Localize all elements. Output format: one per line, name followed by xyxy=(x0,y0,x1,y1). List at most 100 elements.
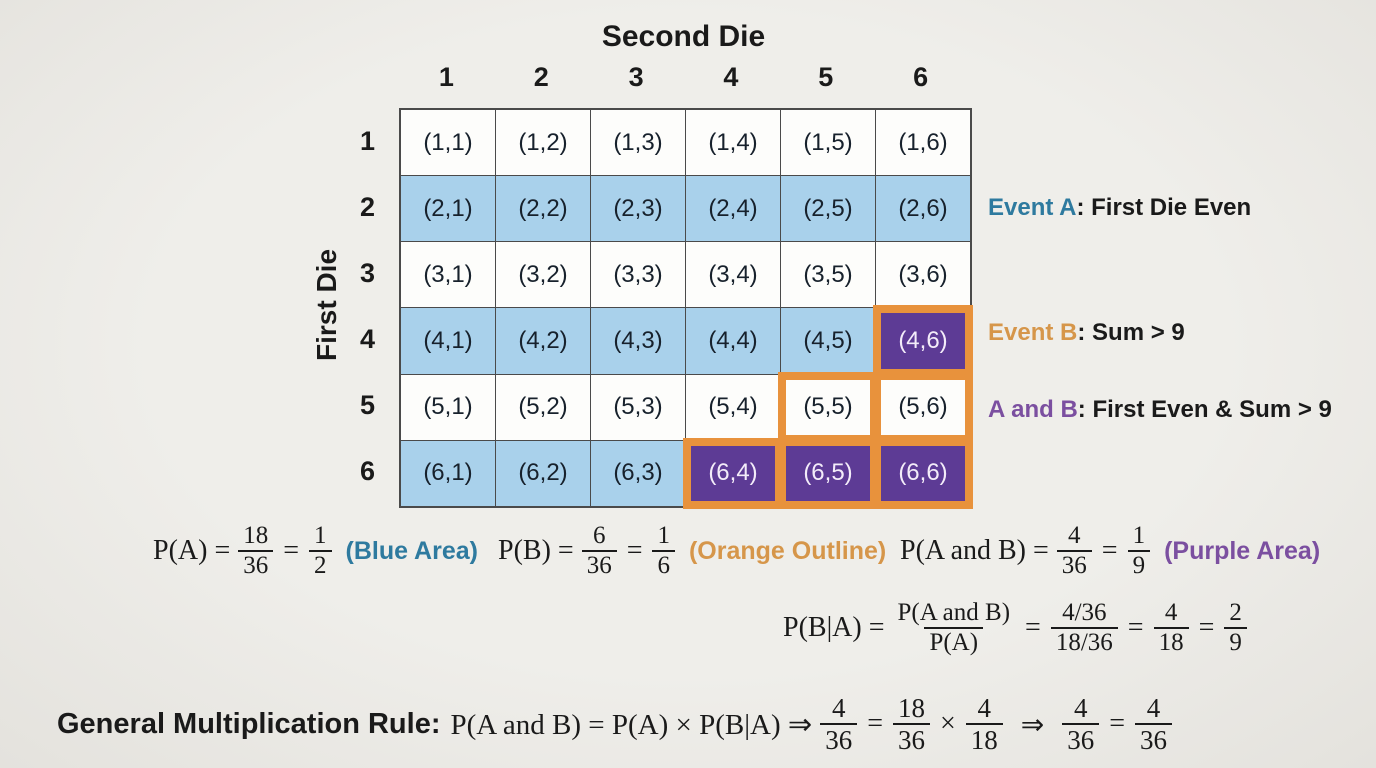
grid-cell-3-1: (3,1) xyxy=(401,242,495,308)
fraction-1-6: 1 6 xyxy=(652,522,675,580)
legend-event-b-lead: Event B xyxy=(988,319,1078,346)
grid-cell-4-1: (4,1) xyxy=(401,308,495,374)
fraction-denominator: P(A) xyxy=(924,627,984,657)
fraction-2-9: 2 9 xyxy=(1224,599,1247,657)
grid-cell-3-6: (3,6) xyxy=(876,242,970,308)
col-header-5: 5 xyxy=(818,62,834,92)
col-header-2: 2 xyxy=(533,62,549,92)
fraction-denominator: 9 xyxy=(1224,627,1247,657)
grid-cell-2-6: (2,6) xyxy=(876,176,970,242)
fraction-4-36: 4 36 xyxy=(1062,693,1100,755)
fraction-numerator: 4 xyxy=(1164,599,1178,626)
grid-cell-4-4: (4,4) xyxy=(686,308,780,374)
formula-multiplication-rule: General Multiplication Rule: P(A and B) … xyxy=(57,684,1180,764)
grid-cell-5-5: (5,5) xyxy=(781,374,875,440)
legend-a-and-b: A and B: First Even & Sum > 9 xyxy=(988,396,1332,424)
fraction-numerator: P(A and B) xyxy=(897,599,1011,626)
grid-cell-5-6: (5,6) xyxy=(876,374,970,440)
fraction-6-36: 6 36 xyxy=(581,522,617,580)
formula-conditional: P(B|A) = P(A and B) P(A) = 4/36 18/36 = … xyxy=(783,586,1255,670)
formula-p-a-and-b: P(A and B) = 4 36 = 1 9 (Purple Area) xyxy=(900,514,1320,588)
fraction-denominator: 36 xyxy=(1062,723,1100,755)
grid-cell-5-4: (5,4) xyxy=(686,374,780,440)
fraction-numerator: 1 xyxy=(1132,522,1146,549)
col-axis-title: Second Die xyxy=(601,20,766,53)
fraction-4-36: 4 36 xyxy=(820,692,858,755)
formula-p-b: P(B) = 6 36 = 1 6 (Orange Outline) xyxy=(498,514,886,588)
row-header-3: 3 xyxy=(359,257,375,288)
col-header-6: 6 xyxy=(913,62,929,92)
formula-conditional-lhs: P(B|A) = xyxy=(783,612,885,643)
note-purple-area: (Purple Area) xyxy=(1164,536,1321,565)
formula-p-b-lhs: P(B) = xyxy=(498,535,574,566)
fraction-denominator: 36 xyxy=(1056,550,1092,580)
fraction-denominator: 18/36 xyxy=(1050,627,1118,657)
grid-cell-1-3: (1,3) xyxy=(591,110,685,176)
grid-cell-6-4: (6,4) xyxy=(686,440,780,506)
grid-cell-2-2: (2,2) xyxy=(496,176,590,242)
grid-cell-2-5: (2,5) xyxy=(781,176,875,242)
fraction-numerator: 4 xyxy=(1146,692,1161,723)
grid-cell-4-5: (4,5) xyxy=(781,308,875,374)
grid-cell-3-2: (3,2) xyxy=(496,242,590,308)
fraction-numerator: 1 xyxy=(314,522,327,549)
fraction-denominator: 36 xyxy=(820,723,858,755)
rule-equation: P(A and B) = P(A) × P(B|A) ⇒ xyxy=(450,708,813,741)
col-header-4: 4 xyxy=(723,62,739,92)
equals-sign: = xyxy=(1101,535,1118,566)
row-header-5: 5 xyxy=(359,389,375,420)
fraction-numerator: 4/36 xyxy=(1062,599,1107,626)
formula-p-a-and-b-lhs: P(A and B) = xyxy=(900,535,1049,566)
equals-sign: = xyxy=(1127,612,1144,643)
dice-outcome-grid: (1,1) (1,2) (1,3) (1,4) (1,5) (1,6) (2,1) (2,2)… xyxy=(399,108,972,508)
fraction-denominator: 18 xyxy=(1153,627,1189,657)
fraction-1-2: 1 2 xyxy=(309,522,332,580)
note-blue-area: (Blue Area) xyxy=(345,536,478,565)
fraction-numerator: 4 xyxy=(977,692,992,723)
grid-cell-4-2: (4,2) xyxy=(496,308,590,374)
formula-p-a-lhs: P(A) = xyxy=(153,535,231,566)
grid-cell-5-2: (5,2) xyxy=(496,374,590,440)
fraction-4-18: 4 18 xyxy=(1153,599,1189,657)
fraction-18-36: 18 36 xyxy=(892,692,930,755)
legend-event-a: Event A: First Die Even xyxy=(988,194,1251,222)
equals-sign: = xyxy=(1025,612,1041,643)
grid-cell-6-1: (6,1) xyxy=(401,440,495,506)
grid-cell-3-3: (3,3) xyxy=(591,242,685,308)
grid-cell-3-4: (3,4) xyxy=(686,242,780,308)
formula-p-a: P(A) = 18 36 = 1 2 (Blue Area) xyxy=(153,514,478,588)
fraction-18-36: 18 36 xyxy=(238,522,274,580)
legend-a-and-b-lead: A and B xyxy=(988,396,1078,423)
legend-event-a-lead: Event A xyxy=(988,194,1077,221)
equals-sign: = xyxy=(1109,708,1126,739)
legend-event-b: Event B: Sum > 9 xyxy=(988,319,1185,347)
equals-sign: = xyxy=(626,535,643,566)
fraction-numerator: 2 xyxy=(1229,599,1242,626)
times-sign: × xyxy=(939,708,956,739)
fraction-denominator: 2 xyxy=(309,550,332,580)
fraction-denominator: 9 xyxy=(1127,550,1151,580)
grid-cell-1-2: (1,2) xyxy=(496,110,590,176)
fraction-numerator: 4 xyxy=(831,692,846,723)
rule-label: General Multiplication Rule: xyxy=(57,707,441,740)
fraction-1-9: 1 9 xyxy=(1127,522,1151,580)
fraction-denominator: 36 xyxy=(581,550,617,580)
equals-sign: = xyxy=(1198,612,1215,643)
row-headers: 1 2 3 4 5 6 xyxy=(337,108,383,504)
legend-event-a-text: : First Die Even xyxy=(1076,194,1252,221)
equals-sign: = xyxy=(283,535,300,566)
grid-cell-5-1: (5,1) xyxy=(401,374,495,440)
fraction-numerator: 18 xyxy=(897,692,925,723)
grid-cell-6-6: (6,6) xyxy=(876,440,970,506)
grid-cell-2-4: (2,4) xyxy=(686,176,780,242)
grid-cell-6-3: (6,3) xyxy=(591,440,685,506)
row-header-6: 6 xyxy=(359,455,375,486)
grid-cell-1-6: (1,6) xyxy=(876,110,970,176)
fraction-4-36: 4 36 xyxy=(1056,522,1092,580)
fraction-pab-over-pa: P(A and B) P(A) xyxy=(893,599,1016,657)
grid-cell-2-1: (2,1) xyxy=(401,176,495,242)
grid-cell-4-3: (4,3) xyxy=(591,308,685,374)
row-header-4: 4 xyxy=(359,323,375,354)
grid-cell-6-5: (6,5) xyxy=(781,440,875,506)
fraction-denominator: 36 xyxy=(892,723,930,755)
